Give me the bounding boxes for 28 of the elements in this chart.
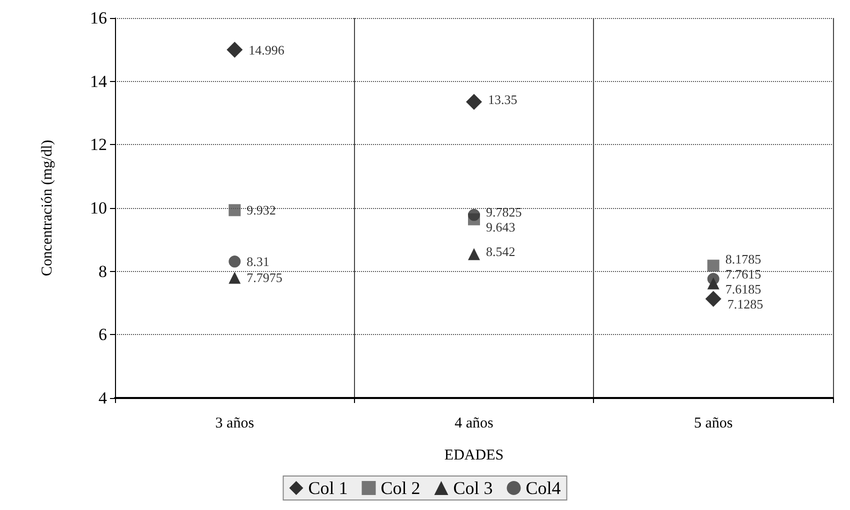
data-label: 8.1785 (725, 252, 762, 267)
legend-label: Col 1 (308, 478, 348, 498)
x-axis-title: EDADES (444, 448, 504, 464)
data-label: 9.932 (246, 202, 276, 218)
x-tick-label: 4 años (454, 416, 494, 432)
y-tick-label: 4 (98, 388, 108, 408)
y-tick-label: 16 (90, 8, 107, 28)
data-label: 7.6185 (725, 282, 762, 297)
x-tick-label: 3 años (215, 416, 254, 432)
data-label: 8.542 (486, 244, 516, 260)
legend-label: Col 2 (380, 478, 420, 498)
data-label: 7.7615 (725, 266, 762, 282)
y-tick-label: 6 (98, 325, 107, 344)
data-label: 9.643 (486, 220, 516, 235)
y-tick-label: 14 (90, 72, 108, 91)
data-label: 14.996 (248, 42, 285, 58)
y-tick-label: 8 (98, 262, 107, 281)
y-tick-label: 10 (90, 198, 107, 218)
legend-label: Col4 (526, 478, 561, 498)
data-label: 9.7825 (486, 204, 522, 220)
legend-label: Col 3 (453, 478, 493, 498)
data-label: 8.31 (246, 254, 270, 270)
y-axis-title: Concentración (mg/dl) (40, 140, 56, 276)
data-label: 7.1285 (727, 296, 764, 312)
data-label: 7.7975 (246, 270, 282, 286)
y-tick-label: 12 (90, 135, 107, 154)
x-tick-label: 5 años (694, 416, 733, 432)
data-label: 13.35 (488, 92, 518, 107)
